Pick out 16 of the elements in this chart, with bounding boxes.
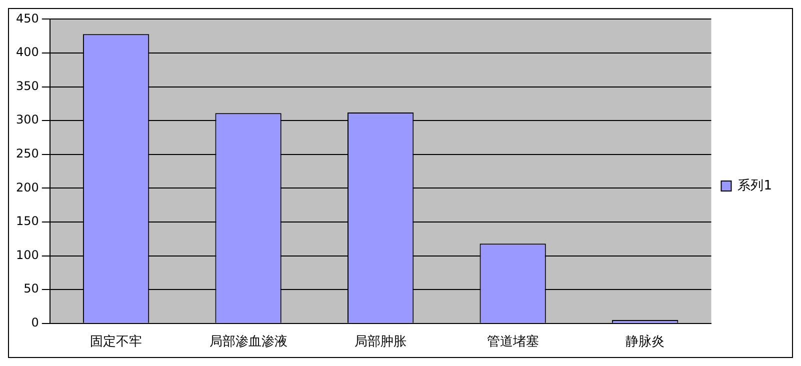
x-tick-label: 固定不牢 bbox=[90, 334, 142, 350]
x-tick-label: 局部渗血渗液 bbox=[209, 334, 288, 350]
legend-label: 系列1 bbox=[738, 178, 772, 194]
y-tick-label: 400 bbox=[16, 45, 39, 60]
y-tick-label: 100 bbox=[16, 248, 39, 262]
y-tick-label: 350 bbox=[16, 78, 39, 93]
y-tick-label: 300 bbox=[16, 112, 39, 127]
y-tick-label: 200 bbox=[16, 180, 39, 194]
x-tick-label: 局部肿胀 bbox=[354, 334, 407, 350]
x-tick-label: 管道堵塞 bbox=[486, 334, 539, 350]
y-tick-label: 50 bbox=[24, 282, 39, 296]
y-tick-label: 450 bbox=[16, 11, 39, 26]
y-tick-label: 0 bbox=[31, 316, 39, 330]
y-tick-label: 150 bbox=[16, 214, 39, 228]
y-tick-label: 250 bbox=[16, 146, 39, 161]
x-tick-label: 静脉炎 bbox=[626, 334, 665, 350]
